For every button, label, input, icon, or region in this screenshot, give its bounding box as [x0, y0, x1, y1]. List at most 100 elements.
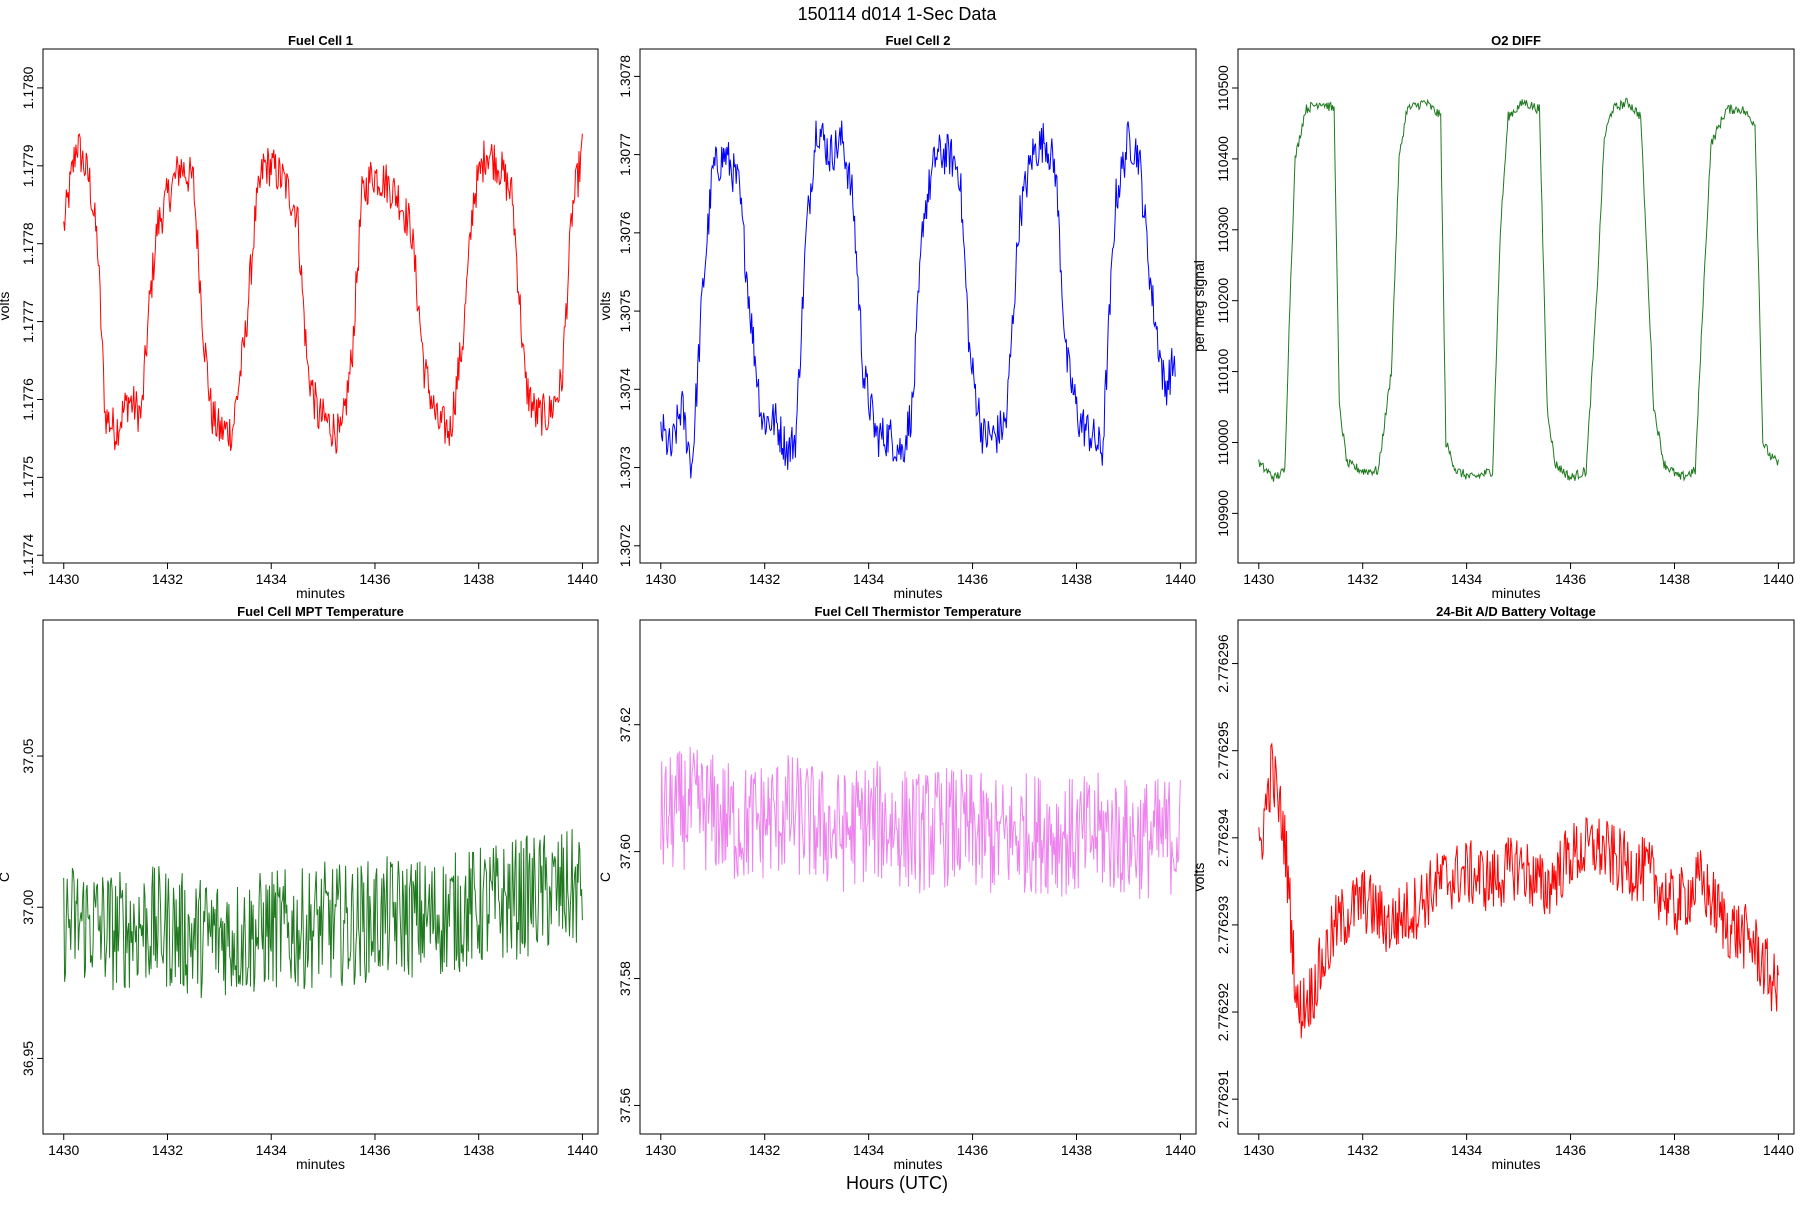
x-tick-label: 1434 — [853, 571, 884, 587]
x-tick-label: 1438 — [463, 571, 494, 587]
y-tick-label: 1.1778 — [20, 222, 36, 265]
y-tick-label: 110400 — [1215, 136, 1231, 182]
y-tick-label: 1.1779 — [20, 144, 36, 187]
y-axis-label: volts — [597, 292, 613, 321]
x-tick-label: 1432 — [1347, 571, 1378, 587]
y-tick-label: 1.3076 — [617, 211, 633, 254]
panel-title: O2 DIFF — [1491, 33, 1541, 48]
x-tick-label: 1430 — [1243, 571, 1274, 587]
chart-panel-2: Fuel Cell 2 1430 1432 1434 1436 1438 1440 minut… — [597, 33, 1197, 601]
y-axis-label: C — [597, 872, 613, 882]
y-tick-label: 110300 — [1215, 207, 1231, 253]
x-tick-label: 1438 — [463, 1142, 494, 1158]
x-tick-label: 1430 — [1243, 1142, 1274, 1158]
x-axis-label: minutes — [296, 585, 345, 601]
y-tick-label: 1.1780 — [20, 66, 36, 109]
panel-title: Fuel Cell 2 — [885, 33, 950, 48]
panel-title: Fuel Cell 1 — [288, 33, 353, 48]
x-tick-label: 1438 — [1659, 571, 1690, 587]
x-axis-label: minutes — [296, 1156, 345, 1172]
x-tick-label: 1436 — [1555, 571, 1586, 587]
x-tick-label: 1436 — [1555, 1142, 1586, 1158]
y-axis-label: volts — [1191, 863, 1207, 892]
y-tick-label: 1.1776 — [20, 378, 36, 421]
y-tick-label: 2.776291 — [1215, 1070, 1231, 1129]
y-tick-label: 110200 — [1215, 278, 1231, 324]
x-tick-label: 1436 — [957, 1142, 988, 1158]
x-axis-label: minutes — [1491, 585, 1540, 601]
x-tick-label: 1440 — [1763, 571, 1794, 587]
y-tick-label: 1.3072 — [617, 524, 633, 567]
y-tick-label: 2.776292 — [1215, 983, 1231, 1042]
figure-title: 150114 d014 1-Sec Data — [798, 4, 998, 24]
x-tick-label: 1438 — [1061, 1142, 1092, 1158]
x-tick-label: 1434 — [256, 571, 287, 587]
chart-panel-1: Fuel Cell 1 1430 1432 1434 1436 1438 1440 minut… — [0, 33, 599, 601]
figure-x-axis-label: Hours (UTC) — [846, 1173, 948, 1193]
y-tick-label: 37.62 — [617, 707, 633, 742]
y-tick-label: 1.1777 — [20, 300, 36, 343]
series-line — [660, 746, 1181, 900]
series-line — [63, 829, 583, 999]
y-tick-label: 36.95 — [20, 1041, 36, 1076]
series-line — [1258, 742, 1779, 1039]
y-tick-label: 2.776296 — [1215, 634, 1231, 693]
series-line — [660, 120, 1176, 479]
y-tick-label: 110500 — [1215, 65, 1231, 111]
y-axis-label: C — [0, 872, 12, 882]
y-tick-label: 1.1775 — [20, 456, 36, 499]
y-tick-label: 37.05 — [20, 738, 36, 773]
series-line — [63, 133, 583, 454]
chart-panel-5: Fuel Cell Thermistor Temperature 1430 1432… — [597, 604, 1197, 1172]
y-tick-label: 37.56 — [617, 1088, 633, 1123]
panel-title: 24-Bit A/D Battery Voltage — [1436, 604, 1596, 619]
x-tick-label: 1432 — [749, 571, 780, 587]
chart-panel-3: O2 DIFF 1430 1432 1434 1436 1438 1440 minutes 10… — [1191, 33, 1795, 601]
y-tick-label: 37.60 — [617, 834, 633, 869]
y-axis-label: per meg signal — [1191, 260, 1207, 352]
y-tick-label: 1.1774 — [20, 534, 36, 577]
x-tick-label: 1432 — [749, 1142, 780, 1158]
x-tick-label: 1436 — [359, 1142, 390, 1158]
x-axis-label: minutes — [893, 585, 942, 601]
x-tick-label: 1434 — [1451, 1142, 1482, 1158]
y-tick-label: 110100 — [1215, 349, 1231, 395]
panels-group: Fuel Cell 1 1430 1432 1434 1436 1438 1440 minut… — [0, 33, 1795, 1172]
x-tick-label: 1430 — [48, 1142, 79, 1158]
x-tick-label: 1434 — [1451, 571, 1482, 587]
panel-title: Fuel Cell Thermistor Temperature — [814, 604, 1021, 619]
x-axis-label: minutes — [893, 1156, 942, 1172]
x-tick-label: 1434 — [853, 1142, 884, 1158]
y-tick-label: 2.776295 — [1215, 721, 1231, 780]
y-tick-label: 1.3077 — [617, 133, 633, 176]
x-axis-label: minutes — [1491, 1156, 1540, 1172]
x-tick-label: 1430 — [48, 571, 79, 587]
x-tick-label: 1440 — [1763, 1142, 1794, 1158]
x-tick-label: 1432 — [152, 1142, 183, 1158]
y-tick-label: 1.3074 — [617, 368, 633, 411]
y-tick-label: 2.776294 — [1215, 808, 1231, 867]
x-tick-label: 1430 — [645, 1142, 676, 1158]
chart-panel-4: Fuel Cell MPT Temperature 1430 1432 1434 143… — [0, 604, 599, 1172]
y-tick-label: 110000 — [1215, 419, 1231, 465]
y-tick-label: 1.3075 — [617, 289, 633, 332]
x-tick-label: 1440 — [1165, 1142, 1196, 1158]
y-tick-label: 1.3078 — [617, 55, 633, 98]
panel-title: Fuel Cell MPT Temperature — [237, 604, 404, 619]
y-tick-label: 37.00 — [20, 890, 36, 925]
x-tick-label: 1438 — [1061, 571, 1092, 587]
x-tick-label: 1440 — [1165, 571, 1196, 587]
x-tick-label: 1434 — [256, 1142, 287, 1158]
y-tick-label: 109900 — [1215, 490, 1231, 537]
y-axis-label: volts — [0, 292, 12, 321]
x-tick-label: 1438 — [1659, 1142, 1690, 1158]
x-tick-label: 1440 — [567, 571, 598, 587]
x-tick-label: 1432 — [1347, 1142, 1378, 1158]
y-tick-label: 1.3073 — [617, 446, 633, 489]
series-line — [1258, 97, 1779, 482]
x-tick-label: 1436 — [957, 571, 988, 587]
x-tick-label: 1430 — [645, 571, 676, 587]
x-tick-label: 1432 — [152, 571, 183, 587]
y-tick-label: 37.58 — [617, 961, 633, 996]
